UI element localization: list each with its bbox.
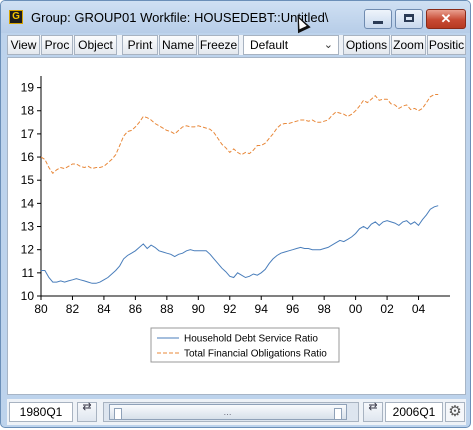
y-tick-label: 12 <box>21 243 35 257</box>
swap-start-arrows-icon[interactable]: ⇄ <box>77 402 97 422</box>
y-tick-label: 19 <box>21 81 35 95</box>
line-chart: 10 11 12 13 14 15 16 17 18 19 80 82 84 86 88 90 92 94 96 98… <box>21 76 450 363</box>
chevron-down-icon: ⌄ <box>323 39 333 51</box>
legend-label: Household Debt Service Ratio <box>184 334 318 345</box>
y-tick-label: 18 <box>21 104 35 118</box>
legend-label: Total Financial Obligations Ratio <box>184 349 327 360</box>
minimize-icon <box>373 21 383 24</box>
start-date-field[interactable]: 1980Q1 <box>9 402 73 422</box>
proc-button[interactable]: Proc <box>41 35 73 55</box>
series-line-1 <box>41 205 439 284</box>
y-tick-label: 13 <box>21 220 35 234</box>
display-mode-select[interactable]: Default ⌄ <box>243 35 339 55</box>
grip-icon: ⋯ <box>223 410 233 419</box>
position-button[interactable]: Positic <box>427 35 466 55</box>
gear-icon[interactable]: ⚙ <box>445 402 465 422</box>
x-tick-label: 98 <box>317 302 331 316</box>
sample-bar: 1980Q1 ⇄ ⋯ ⇄ 2006Q1 ⚙ <box>7 399 466 425</box>
right-handle[interactable] <box>334 408 342 420</box>
y-tick-label: 11 <box>22 266 35 280</box>
swap-end-arrows-icon[interactable]: ⇄ <box>363 402 383 422</box>
y-tick-label: 16 <box>21 150 35 164</box>
print-button[interactable]: Print <box>122 35 158 55</box>
x-tick-label: 88 <box>160 302 174 316</box>
x-tick-label: 02 <box>380 302 394 316</box>
zoom-button[interactable]: Zoom <box>391 35 426 55</box>
x-tick-label: 96 <box>286 302 300 316</box>
maximize-button[interactable] <box>395 9 423 29</box>
sample-scrollbar[interactable]: ⋯ <box>103 402 359 422</box>
eviews-group-icon: G <box>9 10 23 24</box>
name-button[interactable]: Name <box>159 35 197 55</box>
x-tick-label: 82 <box>66 302 80 316</box>
x-tick-label: 94 <box>255 302 269 316</box>
view-button[interactable]: View <box>7 35 40 55</box>
end-date-field[interactable]: 2006Q1 <box>385 402 443 422</box>
x-tick-label: 90 <box>192 302 206 316</box>
series-line-2 <box>40 94 439 175</box>
minimize-button[interactable] <box>364 9 392 29</box>
x-tick-label: 84 <box>97 302 111 316</box>
title-bar[interactable]: G Group: GROUP01 Workfile: HOUSEDEBT::Un… <box>1 1 470 34</box>
y-tick-label: 15 <box>21 173 35 187</box>
toolbar: View Proc Object Print Name Freeze Defau… <box>7 35 466 55</box>
y-tick-label: 14 <box>21 196 35 210</box>
left-handle[interactable] <box>114 408 122 420</box>
x-tick-label: 86 <box>129 302 143 316</box>
x-tick-label: 92 <box>223 302 237 316</box>
display-mode-value: Default <box>250 38 289 52</box>
x-tick-label: 00 <box>349 302 363 316</box>
graph-area[interactable]: 10 11 12 13 14 15 16 17 18 19 80 82 84 86 88 90 92 94 96 98… <box>7 57 466 395</box>
freeze-button[interactable]: Freeze <box>198 35 239 55</box>
close-icon: ✕ <box>440 11 452 26</box>
close-button[interactable]: ✕ <box>426 9 466 29</box>
x-tick-label: 80 <box>34 302 48 316</box>
window-title: Group: GROUP01 Workfile: HOUSEDEBT::Unti… <box>31 10 329 25</box>
legend-box <box>150 327 340 363</box>
options-button[interactable]: Options <box>343 35 390 55</box>
y-tick-label: 17 <box>21 127 35 141</box>
y-tick-label: 10 <box>21 289 35 303</box>
maximize-icon <box>404 14 414 22</box>
object-button[interactable]: Object <box>74 35 117 55</box>
sample-scrollbar-thumb[interactable]: ⋯ <box>109 404 347 420</box>
x-tick-label: 04 <box>412 302 426 316</box>
